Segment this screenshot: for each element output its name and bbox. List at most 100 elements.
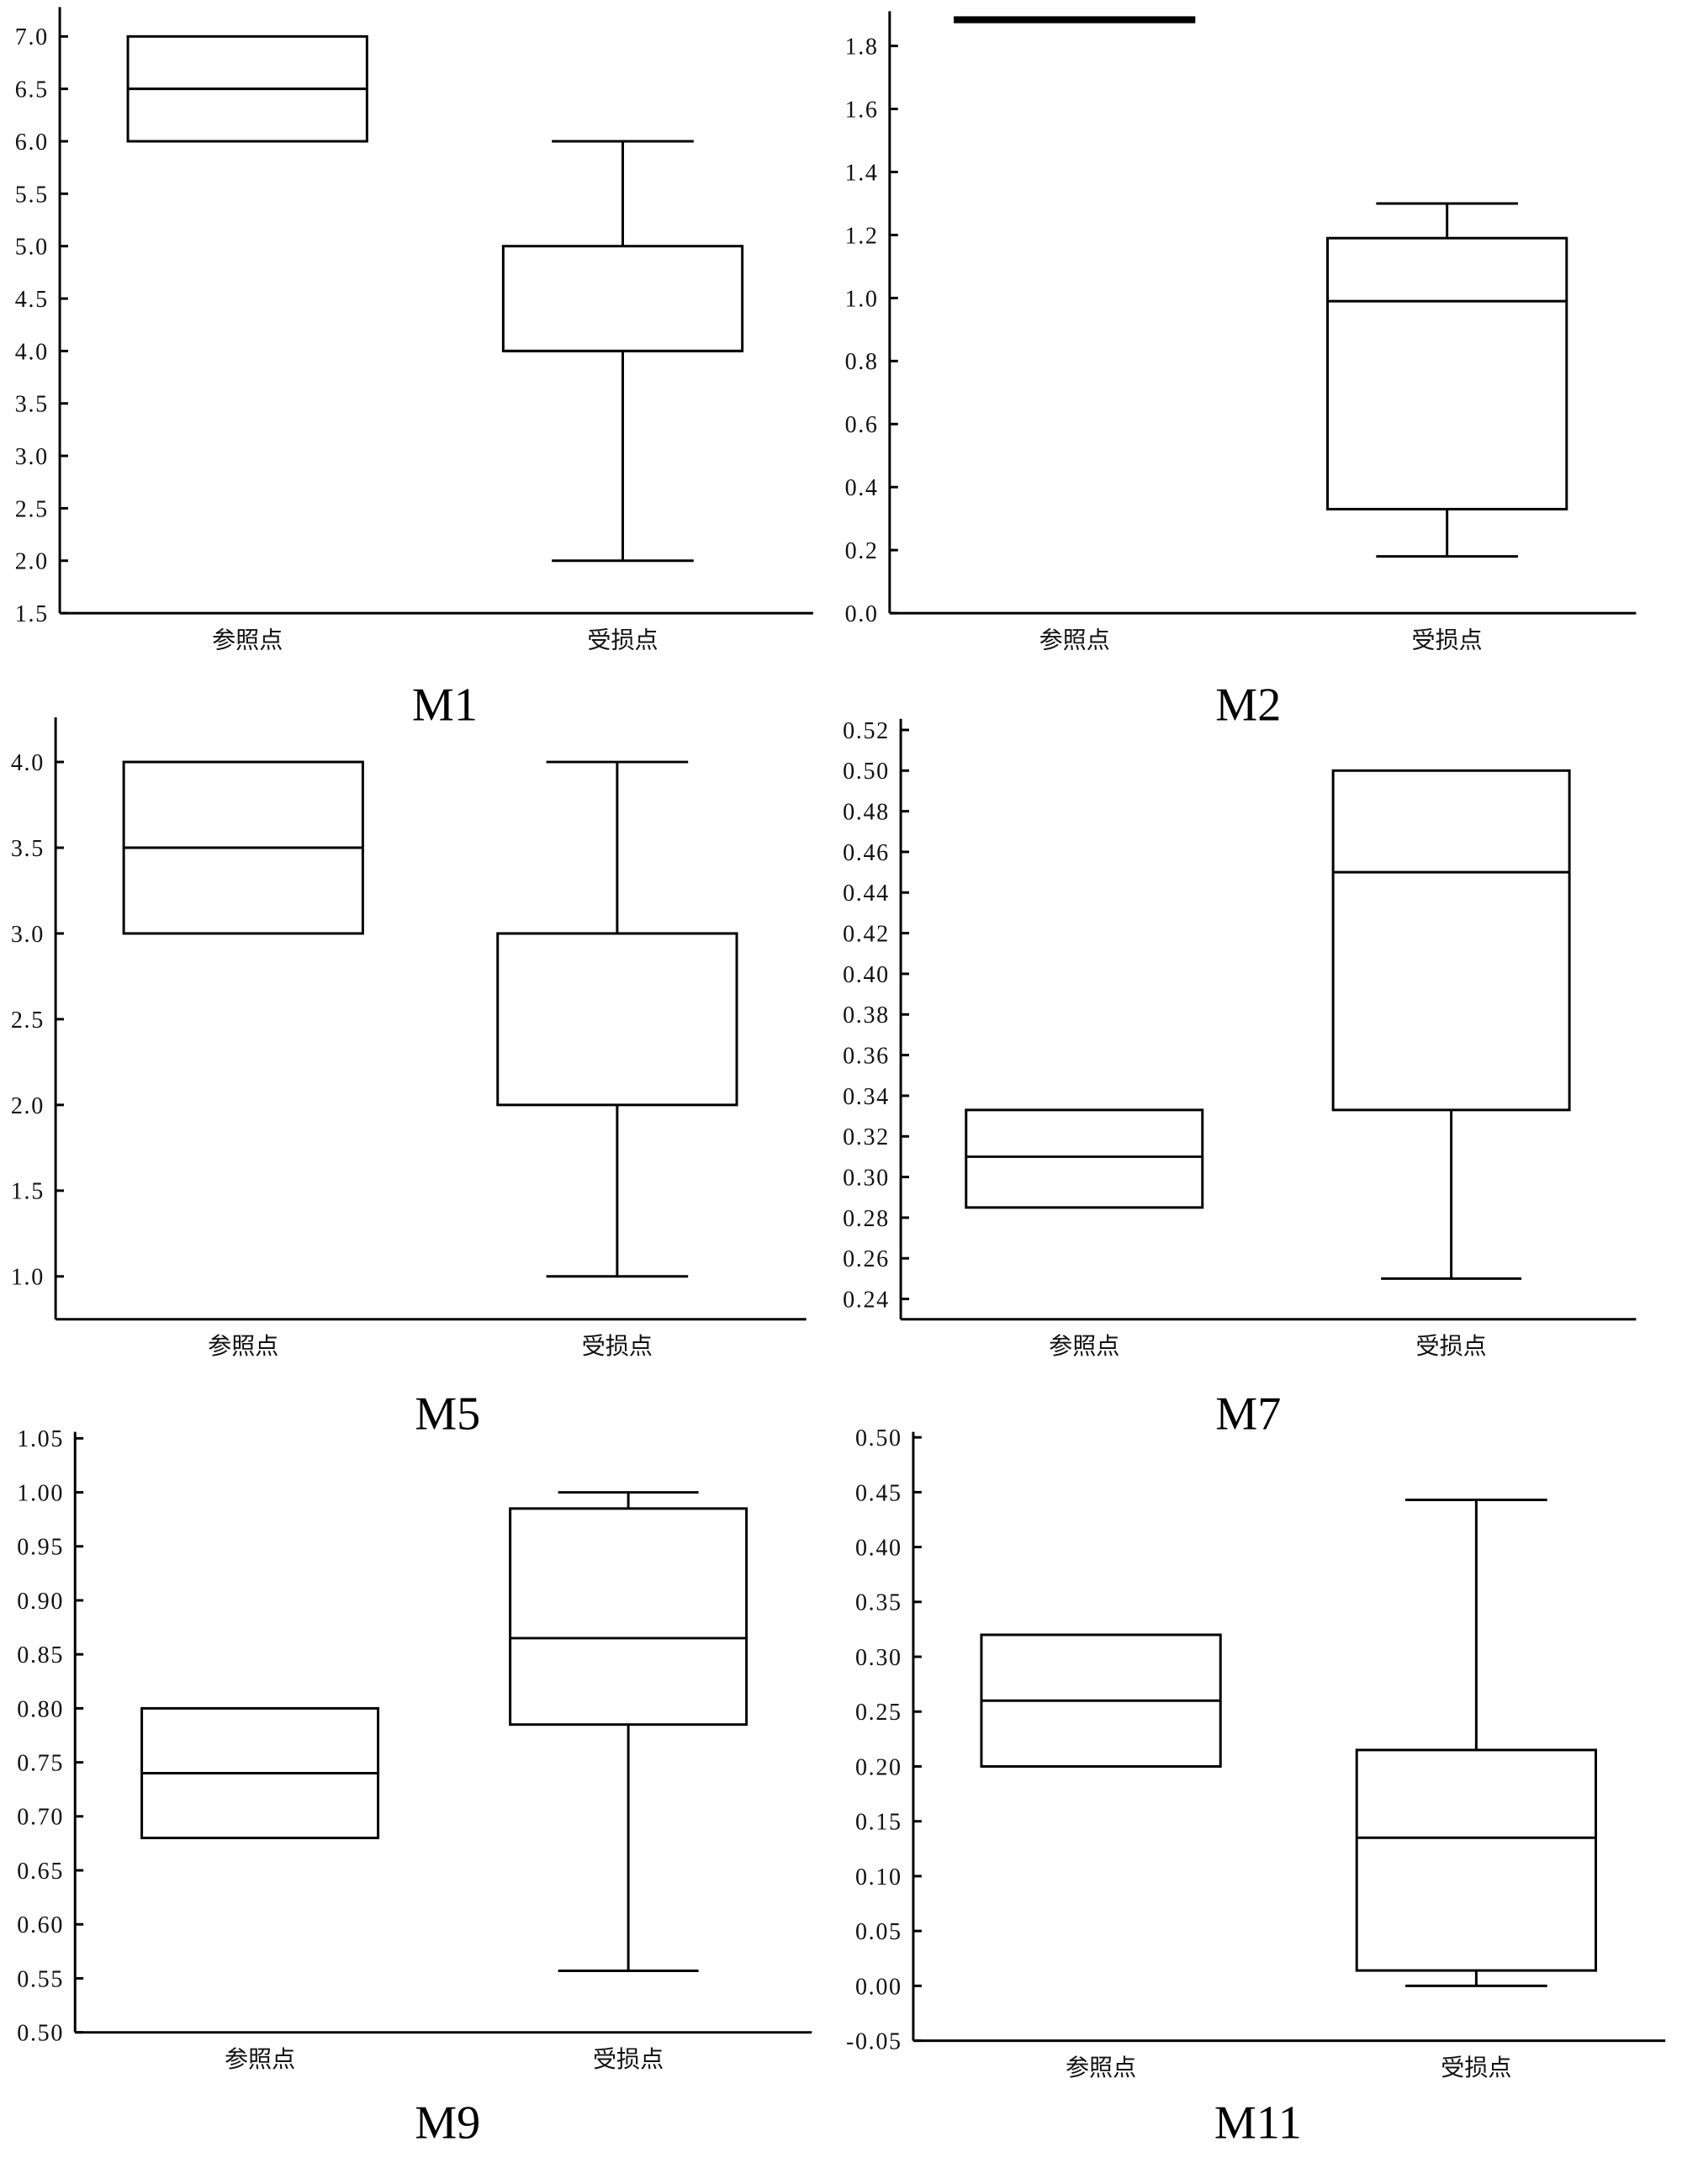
y-tick-label: 2.5 (15, 496, 49, 522)
boxplot-m5: 1.0 1.5 2.0 2.5 3.0 3.5 4.0 参照点 受损点 M5 (11, 717, 807, 1440)
box-reference (954, 16, 1196, 24)
y-tick-label: 3.5 (15, 392, 49, 418)
y-tick-label: 0.65 (17, 1859, 64, 1885)
x-category-label: 受损点 (582, 1332, 653, 1360)
y-tick-label: 4.0 (15, 339, 49, 365)
box-damaged (509, 1491, 748, 1972)
y-tick-label: 0.8 (845, 349, 879, 375)
y-tick-label: 0.80 (17, 1696, 64, 1722)
boxplot-m9: 0.50 0.55 0.60 0.65 0.70 0.75 0.80 0.85 0.90 0.95… (17, 1426, 812, 2149)
y-tick-label: 0.40 (843, 962, 890, 988)
x-category-label: 参照点 (212, 626, 283, 653)
y-tick-label: 1.0 (11, 1265, 45, 1291)
y-tick-label: 1.0 (845, 286, 879, 312)
y-tick-label: 0.85 (17, 1642, 64, 1668)
y-tick-label: 1.5 (15, 601, 49, 627)
y-tick-label: 2.0 (15, 549, 49, 575)
y-tick-label: 2.5 (11, 1007, 45, 1034)
y-tick-label: 3.0 (15, 444, 49, 470)
y-tick-label: -0.05 (846, 2029, 902, 2055)
box-damaged (1331, 769, 1571, 1280)
box-damaged (1326, 202, 1568, 558)
iqr-box (965, 1108, 1204, 1209)
box-reference (126, 34, 368, 143)
y-tick-label: 1.5 (11, 1179, 45, 1205)
y-tick-label: 5.0 (15, 235, 49, 261)
box-damaged (496, 760, 738, 1278)
x-category-label: 受损点 (1416, 1332, 1487, 1360)
y-tick-label: 3.5 (11, 836, 45, 862)
y-tick-label: 1.2 (845, 223, 879, 249)
y-tick-label: 0.38 (843, 1002, 890, 1029)
panel-title: M1 (412, 679, 478, 731)
x-category-label: 参照点 (1049, 1332, 1119, 1360)
panel-title: M9 (415, 2097, 480, 2149)
y-tick-label: 0.15 (855, 1810, 902, 1836)
y-tick-label: 0.36 (843, 1044, 890, 1070)
panel-title: M7 (1215, 1388, 1281, 1440)
box-reference (122, 760, 364, 935)
x-category-label: 受损点 (1441, 2054, 1511, 2081)
boxplot-m11: -0.05 0.00 0.05 0.10 0.15 0.20 0.25 0.30 0.35 0.4… (846, 1425, 1666, 2149)
y-tick-label: 2.0 (11, 1093, 45, 1119)
panel-title: M5 (415, 1388, 480, 1440)
x-category-label: 参照点 (208, 1332, 278, 1360)
y-tick-label: 0.50 (843, 759, 890, 785)
y-tick-label: 0.25 (855, 1700, 902, 1726)
y-tick-label: 0.50 (855, 1425, 902, 1452)
x-category-label: 受损点 (587, 626, 658, 653)
y-tick-label: 0.44 (843, 880, 890, 907)
y-tick-label: 0.10 (855, 1864, 902, 1891)
y-tick-label: 0.26 (843, 1246, 890, 1272)
iqr-box (496, 932, 738, 1107)
y-tick-label: 1.6 (845, 97, 879, 123)
y-tick-label: 0.0 (845, 601, 879, 627)
y-tick-label: 0.6 (845, 412, 879, 438)
y-tick-label: 1.00 (17, 1480, 64, 1506)
y-tick-label: 0.30 (855, 1645, 902, 1671)
x-category-label: 参照点 (1039, 626, 1110, 653)
y-tick-label: 0.42 (843, 922, 890, 948)
y-tick-label: 0.90 (17, 1589, 64, 1615)
y-tick-label: 0.46 (843, 840, 890, 866)
y-tick-label: 1.05 (17, 1426, 64, 1452)
y-tick-label: 0.2 (845, 538, 879, 564)
box-reference (140, 1706, 380, 1840)
iqr-box (509, 1507, 748, 1727)
y-tick-label: 1.8 (845, 34, 879, 61)
iqr-box (501, 245, 744, 352)
y-tick-label: 0.45 (855, 1480, 902, 1506)
y-tick-label: 0.40 (855, 1536, 902, 1562)
y-tick-label: 3.0 (11, 922, 45, 948)
x-category-label: 参照点 (1066, 2054, 1136, 2081)
y-tick-label: 0.30 (843, 1166, 890, 1192)
y-tick-label: 6.5 (15, 77, 49, 103)
y-tick-label: 7.0 (15, 24, 49, 50)
y-tick-label: 4.0 (11, 750, 45, 776)
y-tick-label: 5.5 (15, 182, 49, 208)
boxplot-m7: 0.24 0.26 0.28 0.30 0.32 0.34 0.36 0.38 0.40 0.42… (843, 718, 1637, 1440)
panel-title: M11 (1214, 2097, 1302, 2149)
y-tick-label: 0.60 (17, 1912, 64, 1938)
iqr-box (1326, 236, 1568, 510)
y-tick-label: 4.5 (15, 287, 49, 313)
y-tick-label: 0.48 (843, 800, 890, 826)
y-tick-label: 0.32 (843, 1124, 890, 1150)
boxplot-m1: 1.5 2.0 2.5 3.0 3.5 4.0 4.5 5.0 5.5 6.0 6.5 7.0 参照点 受… (15, 7, 813, 731)
y-tick-label: 0.24 (843, 1288, 890, 1314)
x-category-label: 受损点 (1412, 626, 1483, 653)
y-tick-label: 0.00 (855, 1974, 902, 2000)
box-reference (980, 1633, 1222, 1768)
y-tick-label: 0.20 (855, 1754, 902, 1780)
y-tick-label: 0.28 (843, 1206, 890, 1232)
y-tick-label: 6.0 (15, 130, 49, 156)
box-damaged (501, 140, 744, 563)
y-tick-label: 1.4 (845, 160, 879, 186)
x-category-label: 受损点 (593, 2045, 664, 2073)
y-tick-label: 0.75 (17, 1751, 64, 1777)
y-tick-label: 0.05 (855, 1919, 902, 1945)
y-tick-label: 0.35 (855, 1590, 902, 1616)
y-tick-label: 0.70 (17, 1805, 64, 1831)
